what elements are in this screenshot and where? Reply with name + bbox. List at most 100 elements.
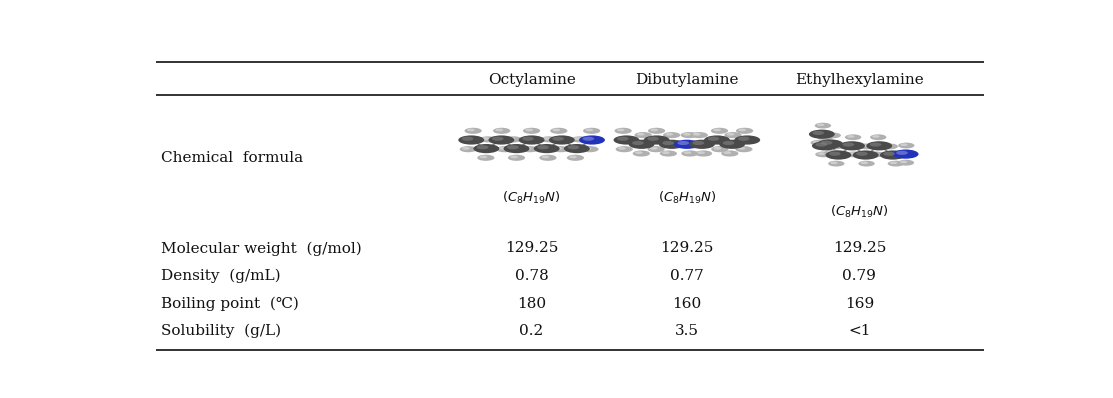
Circle shape: [678, 141, 689, 145]
Circle shape: [663, 132, 680, 138]
Circle shape: [830, 162, 838, 164]
Circle shape: [900, 160, 907, 163]
Circle shape: [695, 150, 712, 156]
Circle shape: [525, 129, 533, 131]
Circle shape: [489, 135, 514, 144]
Circle shape: [662, 151, 670, 154]
Circle shape: [614, 128, 632, 134]
Circle shape: [462, 137, 473, 141]
Circle shape: [722, 141, 735, 145]
Circle shape: [579, 135, 605, 144]
Circle shape: [843, 142, 855, 146]
Circle shape: [459, 135, 484, 144]
Circle shape: [890, 162, 897, 164]
Circle shape: [711, 128, 728, 134]
Circle shape: [648, 128, 666, 134]
Circle shape: [659, 140, 684, 149]
Circle shape: [812, 140, 820, 143]
Circle shape: [523, 128, 540, 134]
Circle shape: [476, 145, 489, 149]
Text: 169: 169: [845, 297, 874, 311]
Circle shape: [549, 135, 574, 144]
Circle shape: [637, 133, 644, 136]
Circle shape: [583, 147, 591, 150]
Circle shape: [691, 132, 708, 138]
Circle shape: [817, 123, 825, 126]
Circle shape: [568, 145, 579, 149]
Circle shape: [615, 146, 633, 152]
Text: Boiling point  (℃): Boiling point (℃): [160, 297, 298, 311]
Text: $(C_8H_{19}N)$: $(C_8H_{19}N)$: [502, 190, 561, 206]
Circle shape: [662, 141, 674, 145]
Circle shape: [708, 137, 719, 141]
Circle shape: [898, 142, 915, 148]
Circle shape: [839, 141, 865, 150]
Circle shape: [898, 160, 914, 166]
Circle shape: [683, 151, 691, 154]
Circle shape: [613, 135, 639, 144]
Text: 0.78: 0.78: [514, 269, 549, 283]
Circle shape: [495, 129, 503, 131]
Text: 180: 180: [518, 297, 546, 311]
Circle shape: [552, 129, 560, 131]
Circle shape: [829, 152, 840, 156]
Circle shape: [829, 144, 837, 147]
Circle shape: [508, 145, 519, 149]
Circle shape: [848, 152, 856, 155]
Circle shape: [499, 147, 506, 150]
Circle shape: [815, 123, 831, 129]
Circle shape: [522, 137, 534, 141]
Circle shape: [582, 137, 594, 141]
Circle shape: [880, 150, 906, 160]
Text: Octylamine: Octylamine: [487, 73, 575, 87]
Circle shape: [810, 140, 827, 146]
Circle shape: [736, 146, 752, 152]
Circle shape: [569, 156, 577, 158]
Circle shape: [827, 144, 844, 149]
Text: 129.25: 129.25: [660, 242, 713, 256]
Text: <1: <1: [848, 324, 870, 338]
Text: 0.79: 0.79: [843, 269, 876, 283]
Circle shape: [853, 150, 878, 160]
Circle shape: [496, 146, 513, 152]
Circle shape: [650, 147, 658, 150]
Circle shape: [542, 137, 550, 140]
Text: 160: 160: [672, 297, 701, 311]
Circle shape: [534, 144, 560, 153]
Circle shape: [738, 137, 749, 141]
Text: 129.25: 129.25: [505, 242, 559, 256]
Circle shape: [738, 147, 746, 150]
Circle shape: [683, 133, 691, 136]
Circle shape: [648, 137, 659, 141]
Circle shape: [660, 150, 677, 156]
Circle shape: [846, 152, 863, 157]
Circle shape: [809, 130, 835, 139]
Text: 3.5: 3.5: [674, 324, 699, 338]
Text: $(C_8H_{19}N)$: $(C_8H_{19}N)$: [830, 204, 888, 220]
Circle shape: [666, 133, 673, 136]
Circle shape: [735, 135, 760, 144]
Circle shape: [618, 147, 626, 150]
Circle shape: [552, 137, 564, 141]
Text: Ethylhexylamine: Ethylhexylamine: [795, 73, 924, 87]
Circle shape: [860, 144, 867, 147]
Circle shape: [460, 146, 476, 152]
Circle shape: [617, 137, 629, 141]
Circle shape: [617, 129, 624, 131]
Circle shape: [881, 144, 898, 149]
Circle shape: [554, 147, 562, 150]
Circle shape: [503, 144, 530, 153]
Circle shape: [896, 151, 908, 155]
Circle shape: [681, 132, 698, 138]
Circle shape: [819, 135, 827, 138]
Circle shape: [816, 142, 827, 146]
Circle shape: [858, 144, 875, 149]
Circle shape: [713, 147, 721, 150]
Circle shape: [508, 137, 515, 140]
Circle shape: [674, 140, 700, 149]
Circle shape: [873, 135, 879, 138]
Circle shape: [550, 128, 568, 134]
Circle shape: [884, 144, 892, 147]
Text: Dibutylamine: Dibutylamine: [636, 73, 739, 87]
Circle shape: [893, 150, 918, 159]
